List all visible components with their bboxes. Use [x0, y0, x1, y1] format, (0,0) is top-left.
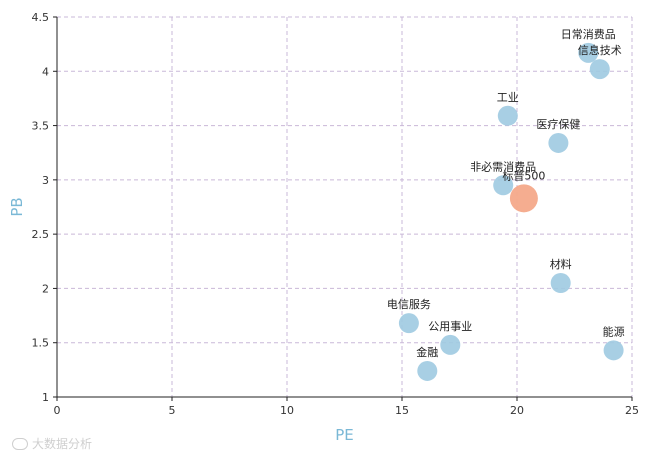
- watermark-text: 大数据分析: [32, 437, 93, 451]
- axes: [56, 17, 632, 398]
- tick-labels: 0 5 10 15 20 25 1 1.5 2 2.5 3 3.5 4 4.5: [32, 11, 640, 417]
- point-label: 非必需消费品: [470, 159, 536, 173]
- sector-point[interactable]: [548, 132, 569, 153]
- y-axis-title: PB: [8, 197, 26, 216]
- data-points: [398, 42, 624, 381]
- chat-bubble-icon: [12, 437, 28, 450]
- benchmark-point[interactable]: [509, 184, 538, 213]
- point-label: 金融: [416, 345, 438, 359]
- sector-point[interactable]: [417, 360, 438, 381]
- point-label: 材料: [550, 257, 572, 271]
- x-axis-title: PE: [335, 426, 354, 444]
- point-label: 电信服务: [387, 298, 431, 311]
- y-tick-label: 2.5: [32, 228, 50, 241]
- y-tick-label: 4.5: [32, 11, 50, 24]
- x-tick-label: 25: [625, 404, 639, 417]
- point-label: 信息技术: [578, 43, 622, 57]
- sector-point[interactable]: [589, 59, 610, 80]
- x-tick-label: 0: [54, 404, 61, 417]
- y-tick-label: 4: [42, 65, 49, 78]
- point-label: 工业: [497, 91, 519, 104]
- y-tick-label: 2: [42, 282, 49, 295]
- sector-point[interactable]: [578, 42, 599, 63]
- sector-point[interactable]: [550, 273, 571, 293]
- grid-lines: [57, 16, 633, 397]
- y-tick-label: 3: [42, 174, 49, 187]
- point-label: 能源: [603, 324, 625, 338]
- y-tick-label: 3.5: [32, 120, 50, 133]
- sector-point[interactable]: [603, 340, 624, 361]
- sector-point[interactable]: [440, 334, 461, 355]
- x-tick-label: 15: [395, 404, 409, 417]
- sector-point[interactable]: [497, 105, 518, 126]
- sector-point[interactable]: [493, 175, 514, 196]
- point-label: 日常消费品: [561, 27, 616, 41]
- point-label: 标普500: [502, 168, 545, 182]
- y-tick-label: 1.5: [32, 337, 50, 350]
- x-tick-label: 20: [510, 404, 524, 417]
- point-label: 公用事业: [428, 320, 472, 333]
- x-tick-label: 10: [280, 404, 294, 417]
- point-label: 医疗保健: [536, 117, 580, 131]
- watermark: 大数据分析: [12, 435, 92, 452]
- sector-point[interactable]: [398, 313, 419, 334]
- y-tick-label: 1: [42, 391, 49, 404]
- x-tick-label: 5: [169, 404, 176, 417]
